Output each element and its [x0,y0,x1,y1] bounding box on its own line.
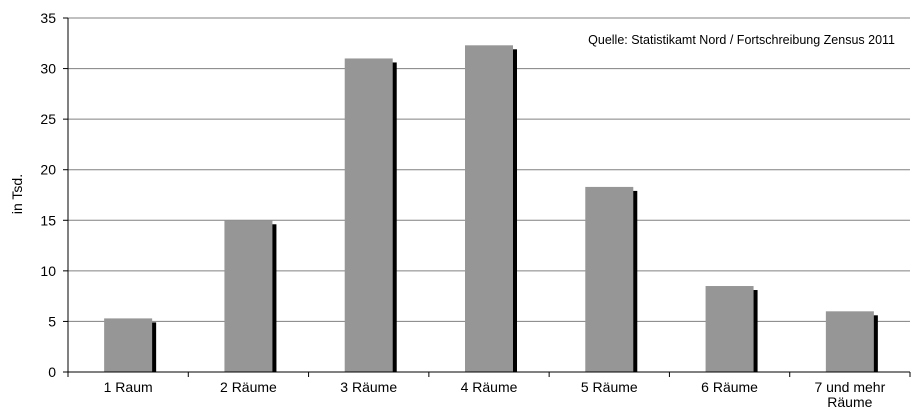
bar [104,318,153,372]
y-tick-label: 20 [40,162,56,178]
x-tick-label: 1 Raum [104,379,153,395]
x-tick-label-line: 2 Räume [220,379,277,395]
x-tick-label-line: 3 Räume [340,379,397,395]
y-tick-label: 35 [40,10,56,26]
x-tick-label: 7 und mehr Räume [814,379,885,410]
bar [585,186,634,372]
x-tick-label: 5 Räume [581,379,638,395]
x-tick-labels: 1 Raum 2 Räume 3 Räume 4 Räume 5 Räume 6 Räum… [104,379,886,410]
x-tick-label: 4 Räume [461,379,518,395]
x-tick-label-line: 6 Räume [701,379,758,395]
y-tick-label: 30 [40,61,56,77]
x-tick-label-line: 1 Raum [104,379,153,395]
bar [705,286,754,372]
x-tick-label: 3 Räume [340,379,397,395]
x-tick-label: 6 Räume [701,379,758,395]
bar [224,220,273,372]
x-tick-label: 2 Räume [220,379,277,395]
x-tick-label-line: 5 Räume [581,379,638,395]
y-tick-label: 10 [40,263,56,279]
axes [63,17,911,377]
x-tick-label-line: 7 und mehr [814,379,885,395]
bar [465,45,513,373]
bar [825,311,874,372]
bars [104,45,878,373]
y-tick-label: 0 [48,364,56,380]
source-note: Quelle: Statistikamt Nord / Fortschreibu… [588,33,895,47]
y-tick-label: 15 [40,212,56,228]
y-tick-labels: 0 5 10 15 20 25 30 35 [40,10,56,380]
x-tick-label-line: Räume [827,394,872,410]
y-tick-label: 25 [40,111,56,127]
bar [344,58,393,372]
y-tick-label: 5 [48,313,56,329]
x-tick-label-line: 4 Räume [461,379,518,395]
y-axis-label: in Tsd. [9,174,25,214]
